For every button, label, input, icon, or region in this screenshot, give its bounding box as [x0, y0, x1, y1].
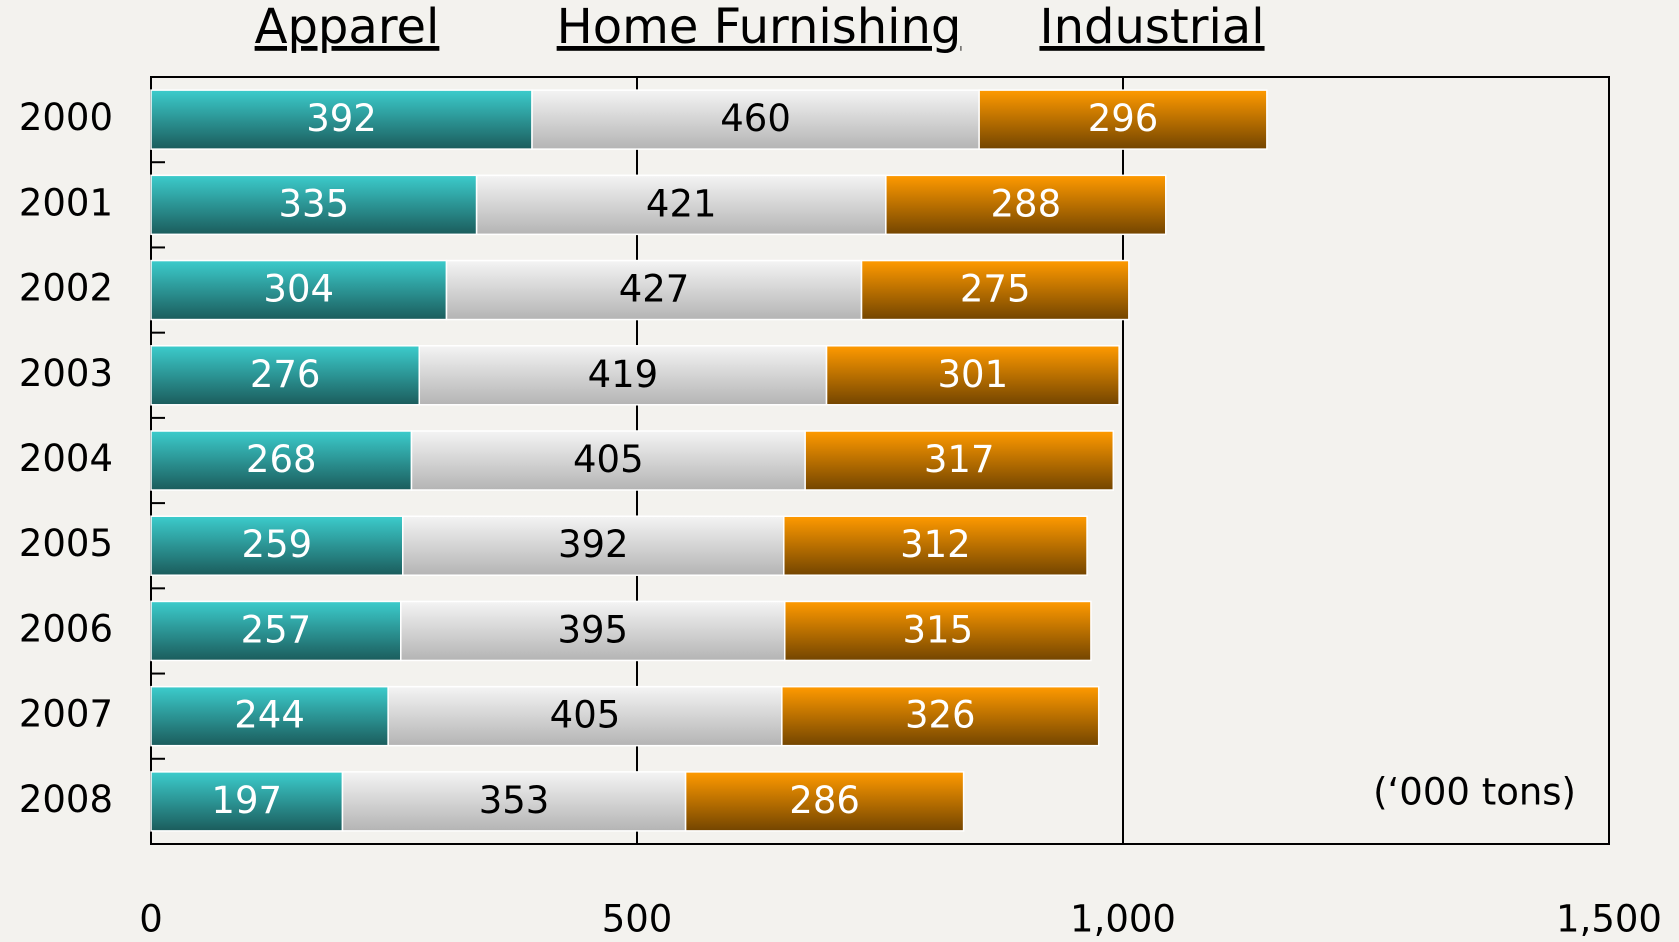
y-tick-label: 2007 [19, 693, 113, 736]
y-tick-label: 2000 [19, 96, 113, 139]
bar-segment [781, 685, 1100, 747]
data-label: 244 [234, 694, 305, 737]
data-label: 301 [938, 353, 1009, 396]
y-tick-label: 2005 [19, 522, 113, 565]
data-label: 326 [905, 694, 976, 737]
data-label: 421 [646, 182, 717, 225]
data-label: 275 [960, 268, 1031, 311]
data-label: 392 [306, 97, 377, 140]
data-label: 419 [588, 353, 659, 396]
y-tick-label: 2001 [19, 181, 113, 224]
data-label: 276 [250, 353, 321, 396]
bar-segment [400, 600, 786, 662]
x-tick-label: 1,500 [1556, 898, 1662, 941]
x-tick-label: 1,000 [1070, 898, 1176, 941]
bar-segment [150, 174, 478, 236]
data-label: 304 [263, 268, 334, 311]
y-tick-label: 2003 [19, 352, 113, 395]
bar-segment [150, 345, 421, 406]
bar-segment [475, 174, 887, 236]
legend-label: Home Furnishing [557, 0, 962, 55]
data-label: 392 [558, 523, 629, 566]
data-label: 405 [550, 694, 621, 737]
bar-segment [150, 89, 533, 150]
x-tick-label: 500 [602, 898, 673, 941]
bar-segment [783, 515, 1088, 576]
bar-segment [150, 600, 402, 662]
data-label: 317 [924, 438, 995, 481]
y-tick-label: 2008 [19, 778, 113, 821]
data-label: 286 [789, 779, 860, 822]
data-label: 460 [720, 97, 791, 140]
bar-segment [978, 89, 1268, 150]
bar-segment [684, 771, 965, 832]
bar-segment [825, 345, 1120, 406]
bar-segment [150, 430, 413, 491]
bar-segment [150, 771, 344, 832]
data-label: 395 [557, 608, 628, 651]
bar-segment [885, 174, 1167, 236]
bar-segment [150, 685, 389, 747]
bar-segment [418, 345, 828, 406]
unit-note: (‘000 tons) [1373, 771, 1576, 814]
bar-segment [860, 259, 1130, 321]
y-tick-label: 2002 [19, 267, 113, 310]
bar-segment [783, 600, 1092, 662]
y-tick-label: 2006 [19, 607, 113, 650]
x-tick-label: 0 [139, 898, 163, 941]
bar-segment [150, 515, 404, 576]
data-label: 312 [900, 523, 971, 566]
legend-label: Industrial [1039, 0, 1264, 55]
bar-segment [387, 685, 783, 747]
data-label: 296 [1088, 97, 1159, 140]
data-label: 288 [990, 182, 1061, 225]
data-label: 315 [903, 608, 974, 651]
bar-segment [410, 430, 806, 491]
legend-label: Apparel [255, 0, 440, 55]
data-label: 353 [479, 779, 550, 822]
data-label: 405 [573, 438, 644, 481]
data-label: 335 [278, 182, 349, 225]
data-label: 427 [619, 268, 690, 311]
data-label: 257 [241, 608, 312, 651]
data-label: 268 [246, 438, 317, 481]
bar-segment [804, 430, 1115, 491]
data-label: 197 [211, 779, 282, 822]
y-tick-label: 2004 [19, 437, 113, 480]
bar-segment [445, 259, 863, 321]
bar-segment [531, 89, 980, 150]
data-label: 259 [242, 523, 313, 566]
